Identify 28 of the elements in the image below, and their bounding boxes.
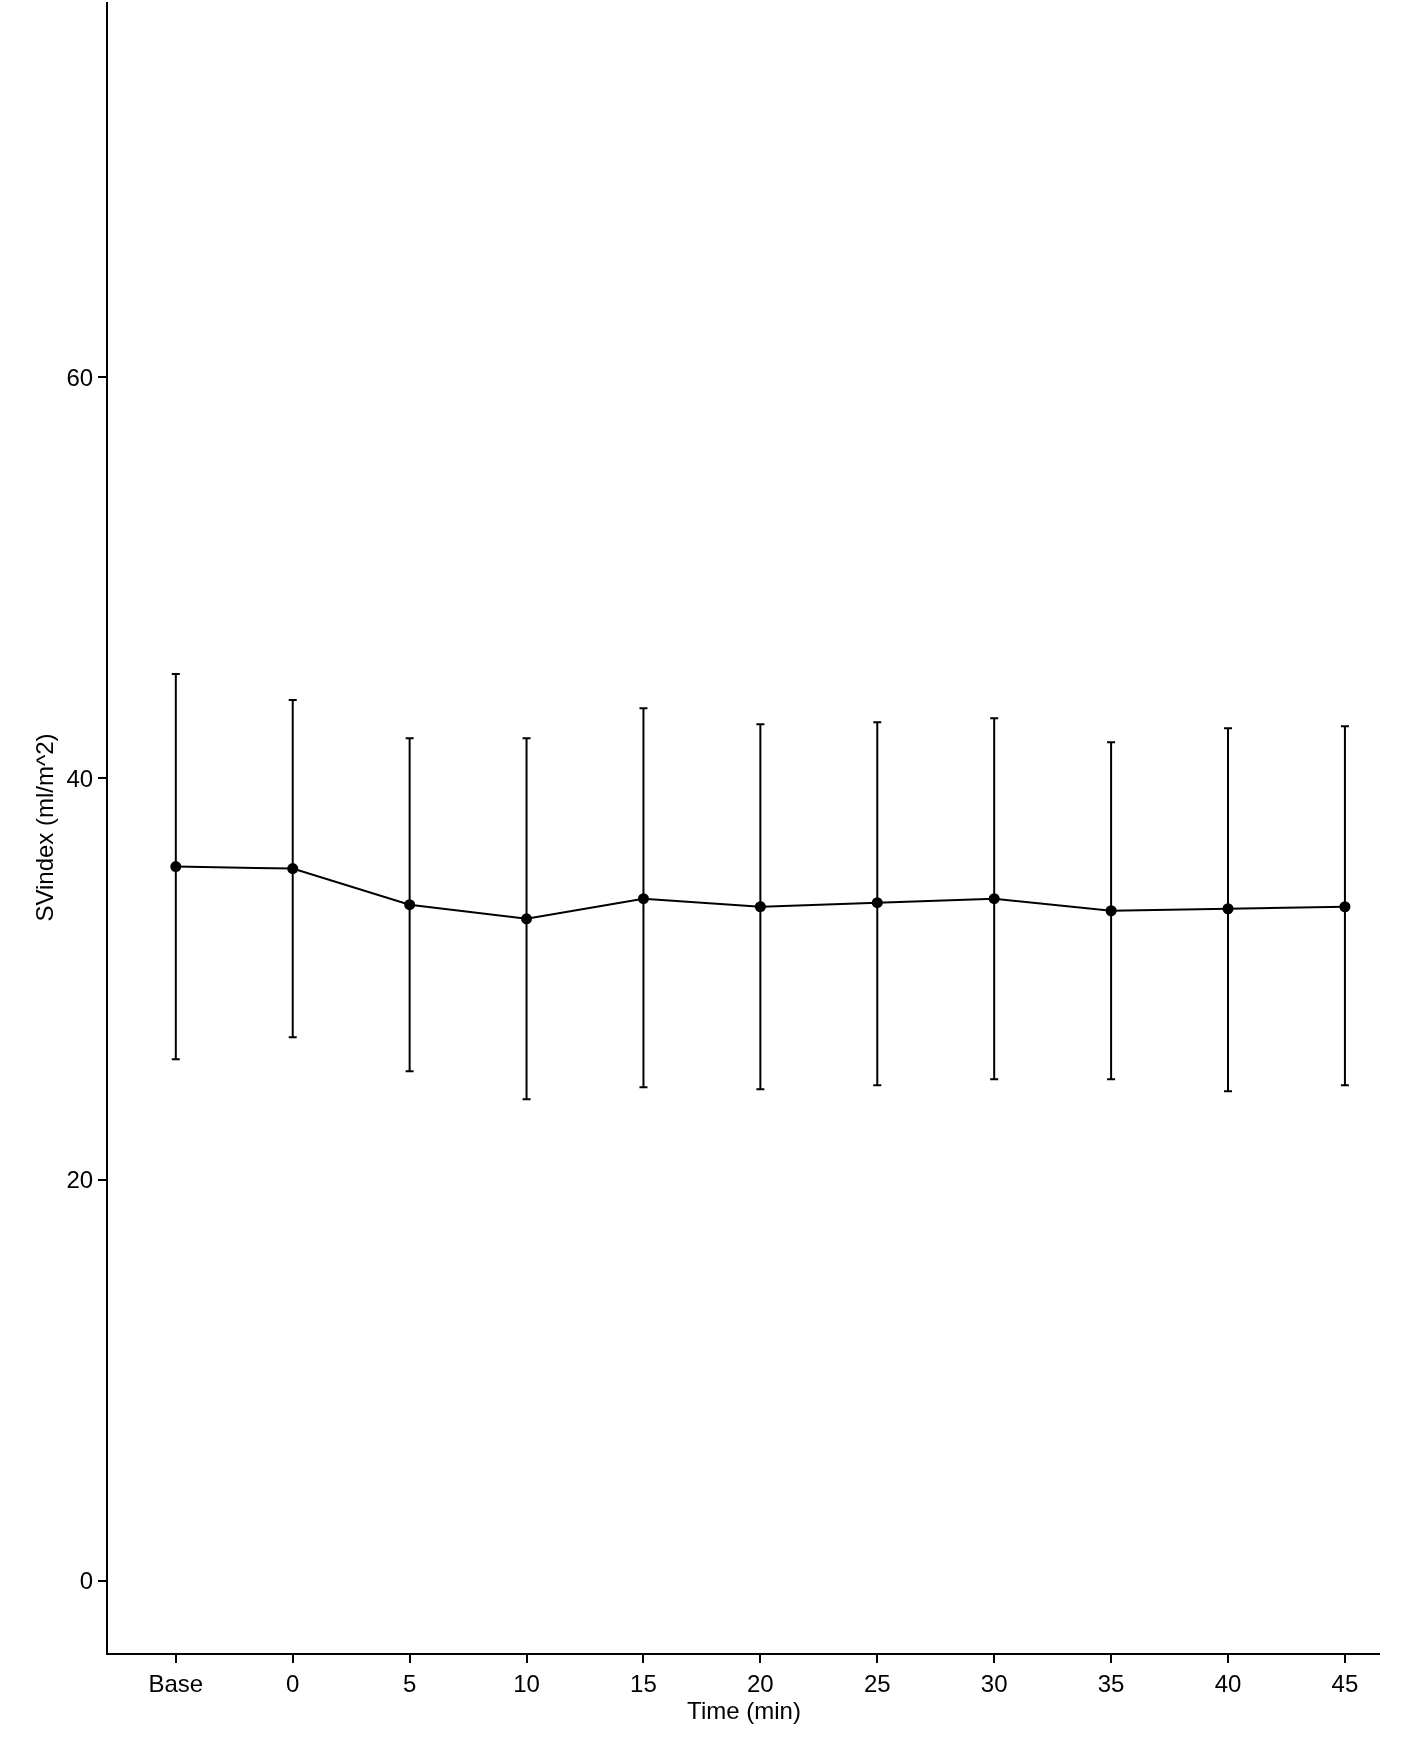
- point: [637, 893, 649, 905]
- point: [1105, 905, 1117, 917]
- x-tick-label: 15: [630, 1669, 657, 1697]
- point: [1222, 903, 1234, 915]
- x-tick-label: 25: [863, 1669, 891, 1697]
- x-tick-label: 10: [513, 1669, 540, 1697]
- point: [988, 893, 1000, 905]
- point: [1339, 901, 1351, 913]
- y-tick-label: 0: [79, 1567, 94, 1595]
- x-tick-label: 30: [980, 1669, 1008, 1697]
- y-axis-title: SVindex (ml/m^2): [31, 733, 59, 922]
- y-tick-label: 20: [66, 1165, 94, 1193]
- y-tick-label: 60: [66, 363, 94, 391]
- point: [754, 901, 766, 913]
- point: [521, 913, 533, 925]
- point: [170, 861, 182, 873]
- point: [287, 863, 299, 875]
- x-tick-label: 20: [747, 1669, 774, 1697]
- x-tick-label: 5: [402, 1669, 417, 1697]
- x-axis-title: Time (min): [687, 1696, 801, 1724]
- x-tick-label: 45: [1331, 1669, 1359, 1697]
- x-tick-label: 35: [1097, 1669, 1125, 1697]
- x-tick-label: Base: [148, 1669, 204, 1697]
- point: [404, 899, 416, 911]
- x-tick-label: 40: [1214, 1669, 1242, 1697]
- point: [871, 897, 883, 909]
- x-tick-label: 0: [286, 1669, 300, 1697]
- y-tick-label: 40: [66, 764, 94, 792]
